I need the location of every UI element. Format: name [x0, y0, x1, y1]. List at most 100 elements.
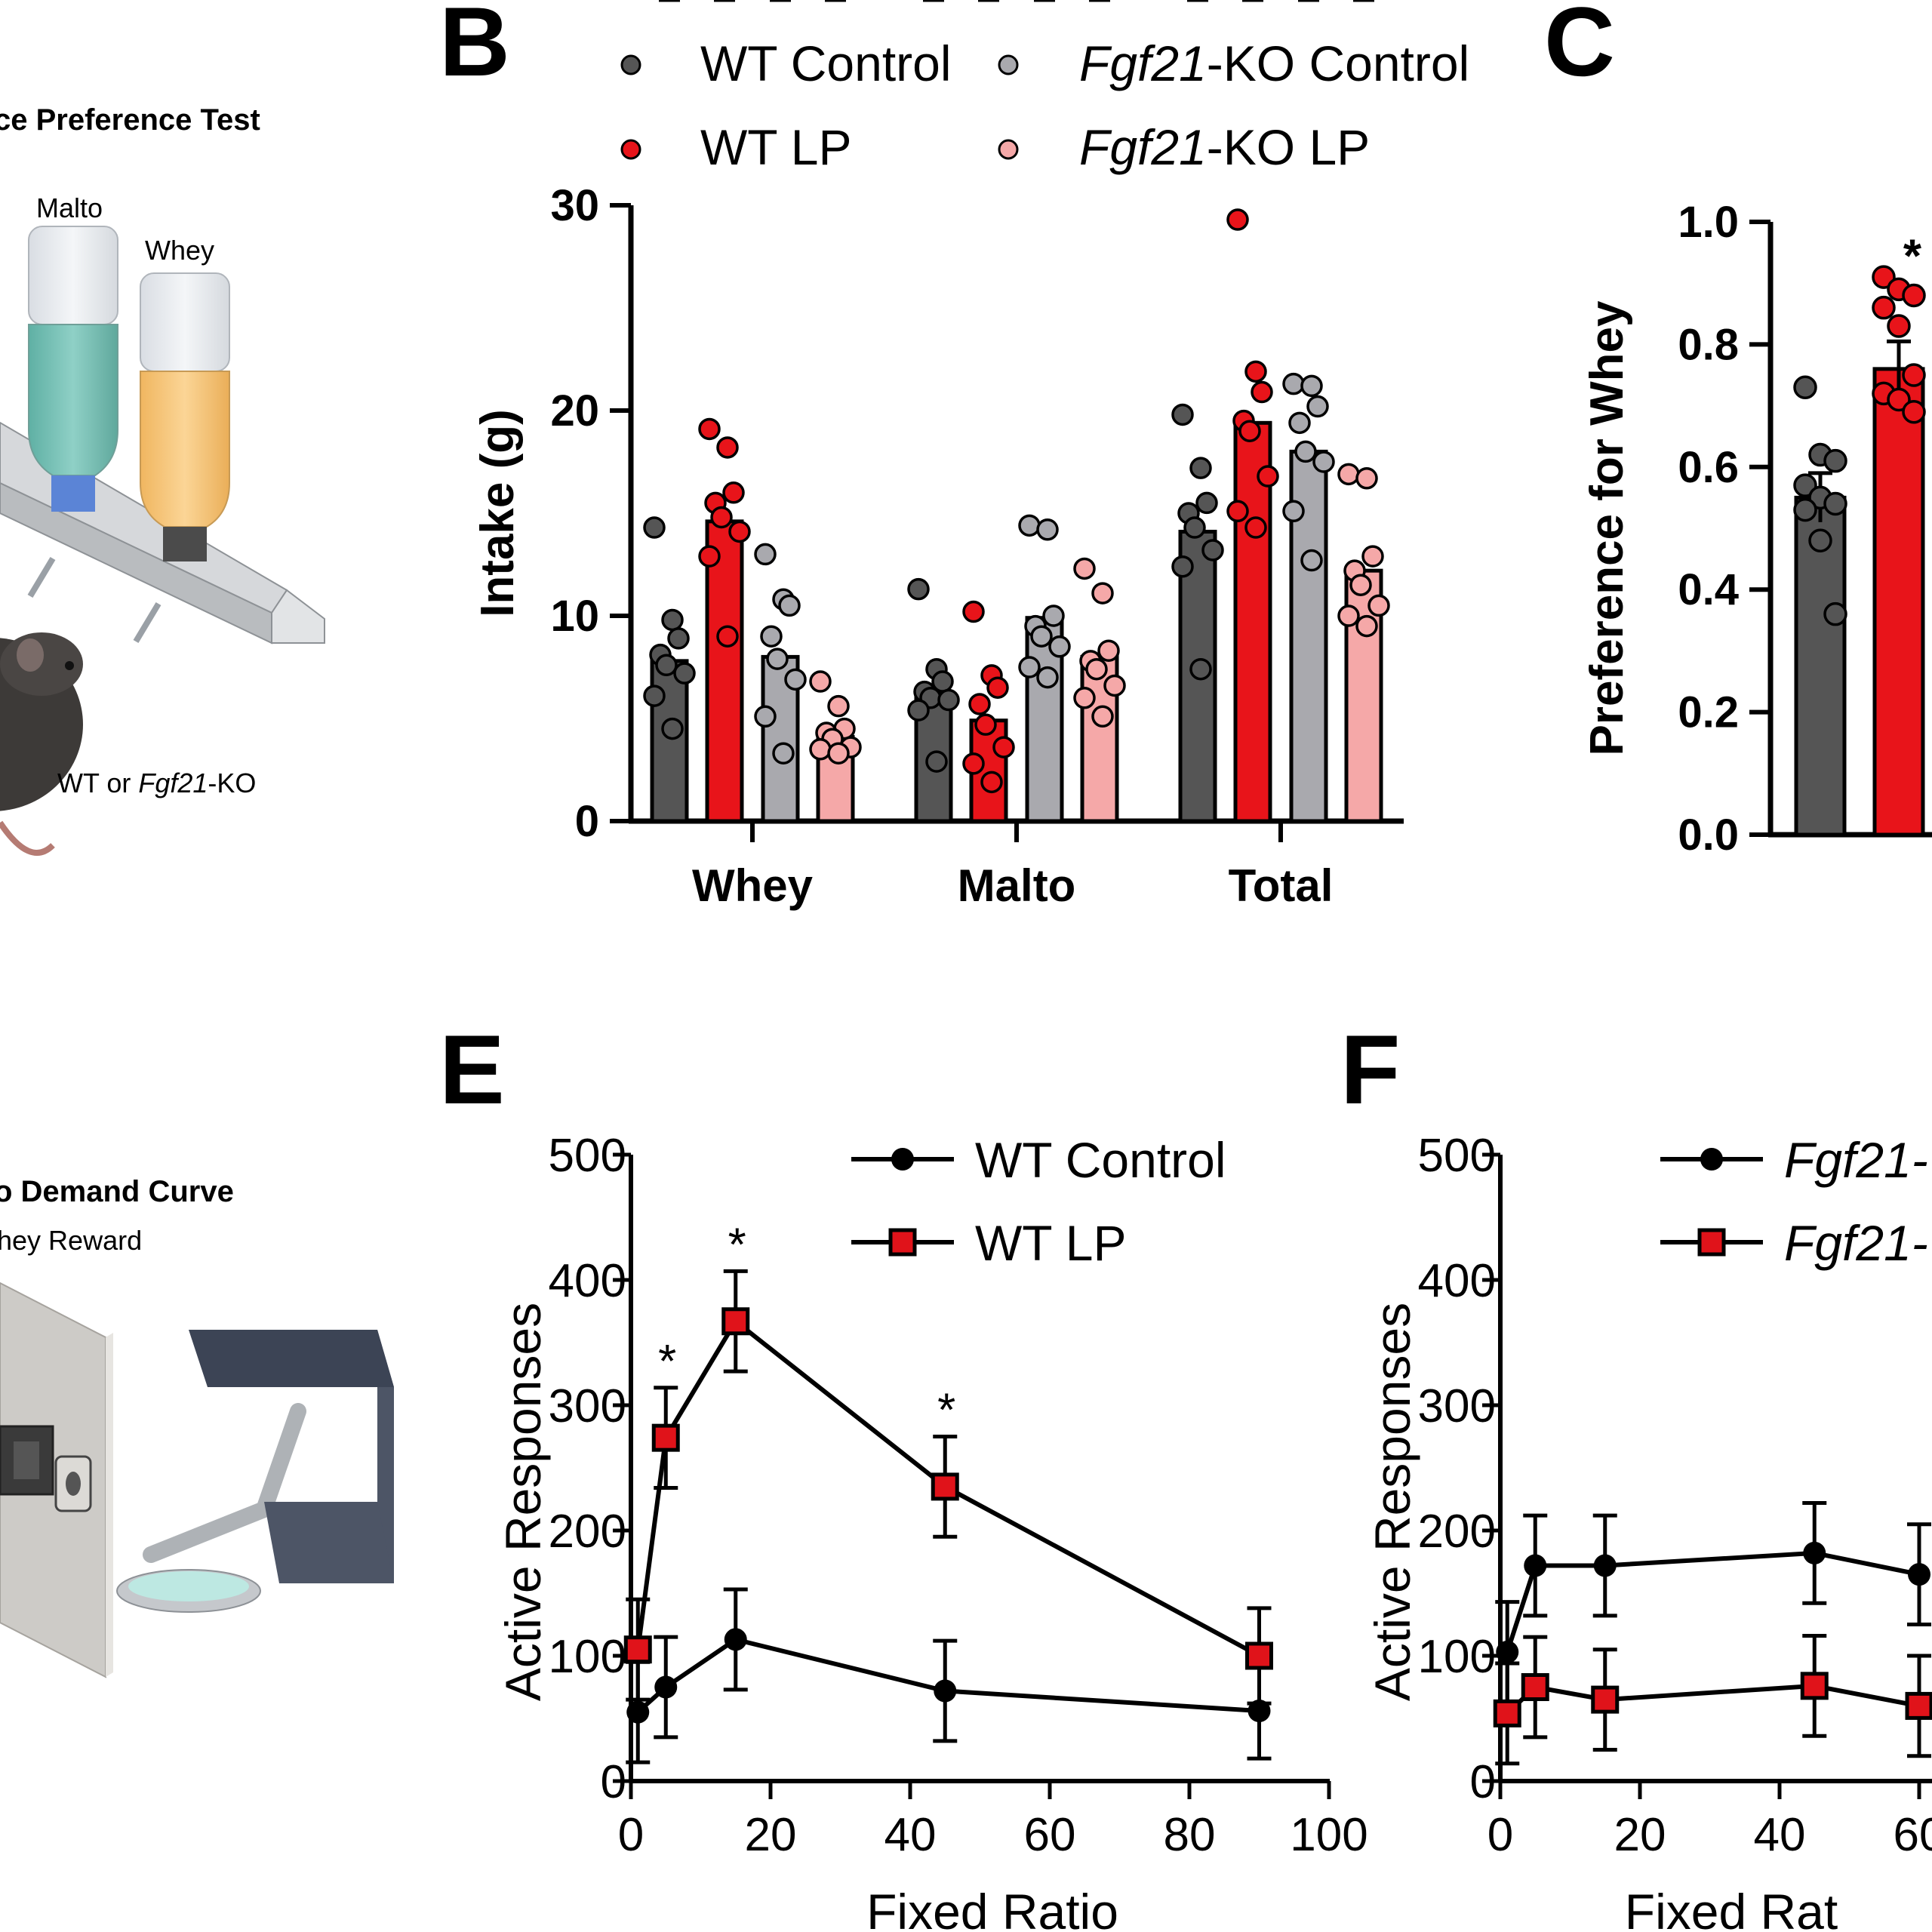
- b-data-point: [1048, 635, 1071, 658]
- schematic-bottom-title: o Demand Curve: [0, 1175, 234, 1208]
- e-x-tick-label: 100: [1290, 1809, 1367, 1861]
- mouse-icon: [0, 632, 83, 856]
- e-y-axis-label: Active Responses: [495, 1303, 551, 1701]
- b-x-tick-label: Malto: [958, 860, 1076, 911]
- e-y-tick-label: 300: [549, 1380, 626, 1432]
- b-data-point: [655, 654, 678, 677]
- b-data-point: [974, 713, 997, 736]
- b-data-point: [643, 685, 666, 707]
- b-data-point: [1091, 705, 1114, 728]
- c-bar: [1872, 367, 1925, 837]
- legend-b-wt-lp: WT LP: [700, 119, 851, 175]
- c-y-tick-label: 1.0: [1678, 198, 1739, 247]
- b-data-point: [1244, 516, 1267, 539]
- demand-curve-schematic: o Demand Curve hey Reward: [0, 1175, 394, 1678]
- e-legend-circle-marker: [891, 1148, 914, 1171]
- b-data-point: [716, 436, 739, 459]
- b-data-point: [1073, 557, 1096, 580]
- b-bar: [650, 659, 689, 823]
- b-data-point: [1355, 467, 1378, 490]
- e-legend-label: WT LP: [975, 1215, 1126, 1271]
- b-data-point: [784, 668, 807, 691]
- b-data-point: [986, 676, 1009, 699]
- f-square-marker: [1591, 1685, 1620, 1714]
- f-y-axis-label: Active Responses: [1364, 1303, 1420, 1701]
- e-x-tick-label: 0: [618, 1809, 644, 1861]
- b-data-point: [667, 627, 690, 650]
- e-circle-marker: [654, 1675, 678, 1699]
- chart-c-preference: 0.0 0.2 0.4 0.6 0.8 1.0 Preference for Whey *: [1581, 198, 1932, 860]
- e-circle-marker: [724, 1628, 747, 1651]
- e-square-marker: [651, 1423, 680, 1452]
- b-data-point: [1036, 666, 1059, 689]
- b-data-point: [1226, 500, 1249, 523]
- b-data-point: [1361, 545, 1384, 568]
- b-data-point: [1300, 374, 1323, 398]
- f-y-tick-label: 400: [1418, 1255, 1496, 1307]
- legend-b: WT Control Fgf21-KO Control WT LP Fgf21-…: [620, 35, 1469, 175]
- f-y-tick-label: 500: [1418, 1130, 1496, 1182]
- b-data-point: [1103, 674, 1126, 697]
- b-data-point: [1195, 491, 1218, 515]
- b-data-point: [925, 750, 948, 773]
- b-data-point: [1251, 380, 1273, 404]
- b-data-point: [643, 516, 666, 539]
- chart-f-demand-ko: 0 100 200 300 400 500 0 20 40 60 Fixed Rat Active R…: [1364, 1130, 1932, 1932]
- whey-bottle-label: Whey: [145, 235, 214, 266]
- legend-b-wt-control: WT Control: [700, 35, 952, 91]
- b-data-point: [1042, 605, 1065, 627]
- c-data-point: [1823, 601, 1847, 626]
- c-data-point: [1887, 314, 1911, 338]
- b-data-point: [760, 625, 783, 648]
- b-data-point: [673, 662, 696, 685]
- b-data-point: [728, 520, 751, 543]
- b-data-point: [1367, 594, 1390, 617]
- b-y-tick-label: 10: [550, 592, 599, 641]
- legend-b-wt-control-marker: [620, 54, 641, 75]
- f-square-marker: [1521, 1673, 1549, 1701]
- b-data-point: [1355, 614, 1378, 638]
- f-square-marker: [1800, 1672, 1829, 1700]
- c-data-point: [1872, 265, 1896, 289]
- b-data-point: [698, 545, 721, 568]
- b-data-point: [1337, 605, 1360, 627]
- e-y-tick-label: 500: [549, 1130, 626, 1182]
- e-square-marker: [721, 1307, 750, 1336]
- b-data-point: [1226, 208, 1249, 231]
- b-significance-star: *: [1355, 0, 1374, 11]
- b-y-tick-label: 20: [550, 386, 599, 435]
- legend-b-ko-lp-marker: [998, 139, 1019, 160]
- b-data-point: [1349, 574, 1372, 596]
- b-y-tick-label: 0: [575, 797, 599, 846]
- c-y-tick-label: 0.2: [1678, 688, 1739, 737]
- c-data-point: [1902, 363, 1926, 387]
- b-data-point: [1244, 360, 1267, 383]
- b-data-point: [1294, 440, 1317, 463]
- b-data-point: [907, 577, 930, 601]
- b-data-point: [754, 705, 777, 728]
- c-significance-star: *: [1903, 231, 1922, 283]
- f-square-marker: [1493, 1699, 1521, 1727]
- f-series-line: [1505, 1550, 1920, 1653]
- b-data-point: [1288, 411, 1311, 435]
- f-circle-marker: [1908, 1563, 1930, 1586]
- f-square-marker: [1905, 1691, 1932, 1720]
- c-y-tick-label: 0.4: [1678, 565, 1739, 614]
- f-circle-marker: [1524, 1554, 1547, 1577]
- b-significance-star: *: [715, 0, 734, 11]
- b-data-point: [962, 752, 985, 775]
- whey-bottle-icon: [140, 272, 230, 561]
- b-data-point: [1189, 457, 1212, 479]
- e-y-tick-label: 200: [549, 1506, 626, 1558]
- c-data-point: [1793, 473, 1817, 497]
- b-data-point: [809, 738, 832, 761]
- b-data-point: [1183, 516, 1206, 539]
- b-data-point: [1091, 582, 1114, 605]
- operant-panel-icon: [0, 1281, 394, 1678]
- b-data-point: [772, 742, 795, 764]
- c-data-point: [1793, 497, 1817, 522]
- b-data-point: [1036, 518, 1059, 541]
- e-x-tick-label: 80: [1164, 1809, 1216, 1861]
- e-x-tick-label: 60: [1024, 1809, 1076, 1861]
- legend-b-ko-lp: Fgf21-KO LP: [1079, 119, 1370, 175]
